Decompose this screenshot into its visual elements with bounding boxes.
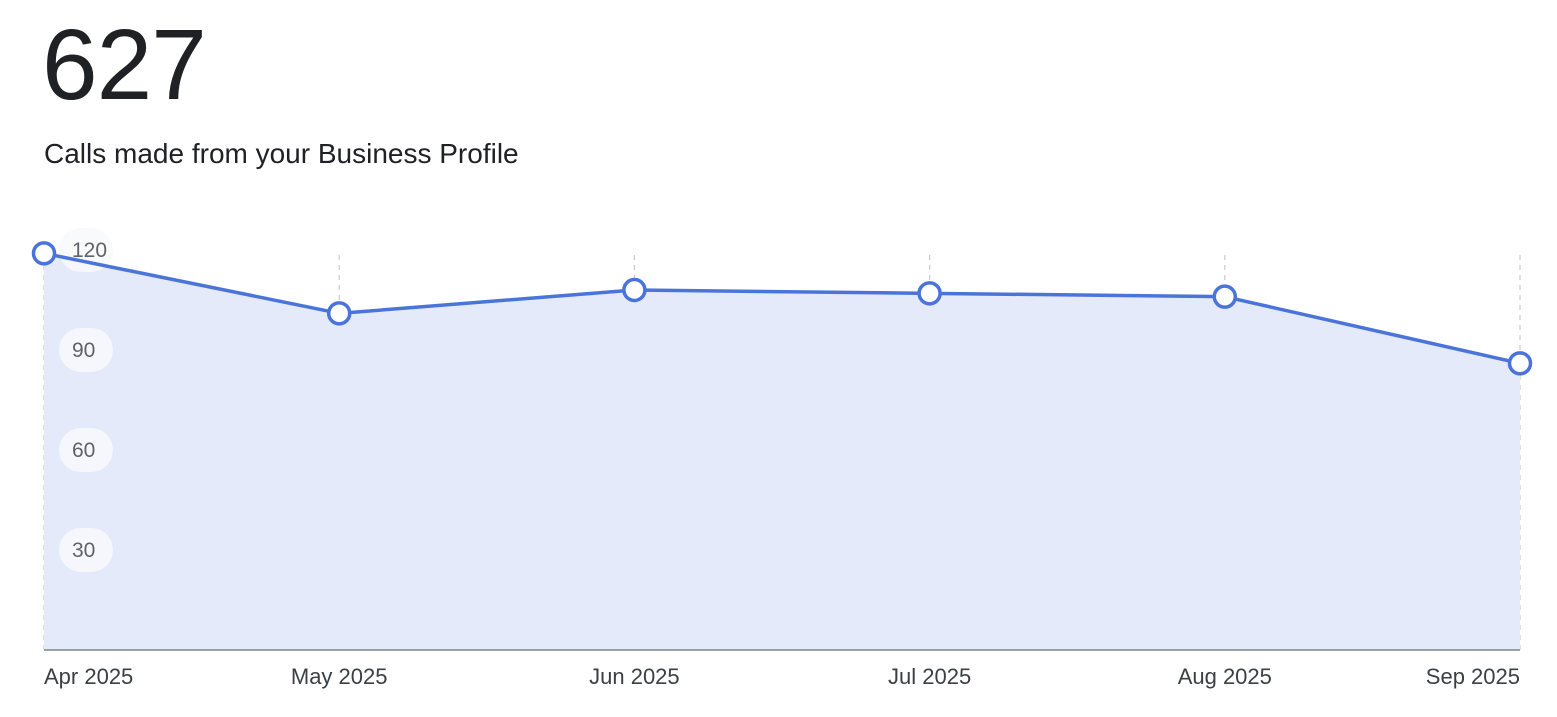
x-tick-label: May 2025 xyxy=(291,664,388,689)
y-tick-pill xyxy=(59,528,113,572)
metric-subtitle: Calls made from your Business Profile xyxy=(44,138,519,169)
data-point[interactable] xyxy=(326,301,352,326)
x-tick-label: Apr 2025 xyxy=(44,664,133,689)
y-tick-label: 120 xyxy=(72,239,107,262)
series-area xyxy=(44,253,1520,651)
data-point[interactable] xyxy=(1507,351,1533,376)
x-tick-label: Jun 2025 xyxy=(589,664,680,689)
total-calls-value: 627 xyxy=(42,9,207,121)
x-tick-label: Aug 2025 xyxy=(1178,664,1272,689)
series-line xyxy=(43,251,1521,366)
y-tick: 60 xyxy=(59,428,113,472)
data-point[interactable] xyxy=(31,241,57,266)
data-point[interactable] xyxy=(622,277,647,303)
y-tick: 30 xyxy=(59,528,113,572)
y-tick-pill xyxy=(59,228,113,272)
x-tick-labels: Apr 2025 May 2025 Jun 2025 Jul 2025 Aug 2025… xyxy=(44,664,1520,689)
y-tick-pill xyxy=(59,428,113,472)
data-point[interactable] xyxy=(1212,284,1238,309)
y-tick-label: 30 xyxy=(72,539,95,562)
y-tick-labels: 30 60 90 120 xyxy=(59,228,113,572)
data-point[interactable] xyxy=(917,281,942,306)
y-tick: 120 xyxy=(59,228,113,272)
y-tick-label: 60 xyxy=(72,439,95,462)
x-tick-label: Sep 2025 xyxy=(1426,664,1520,689)
y-tick: 90 xyxy=(59,328,113,372)
x-tick-label: Jul 2025 xyxy=(888,664,971,689)
y-tick-pill xyxy=(59,328,113,372)
data-points xyxy=(31,241,1533,376)
y-tick-label: 90 xyxy=(72,339,95,362)
